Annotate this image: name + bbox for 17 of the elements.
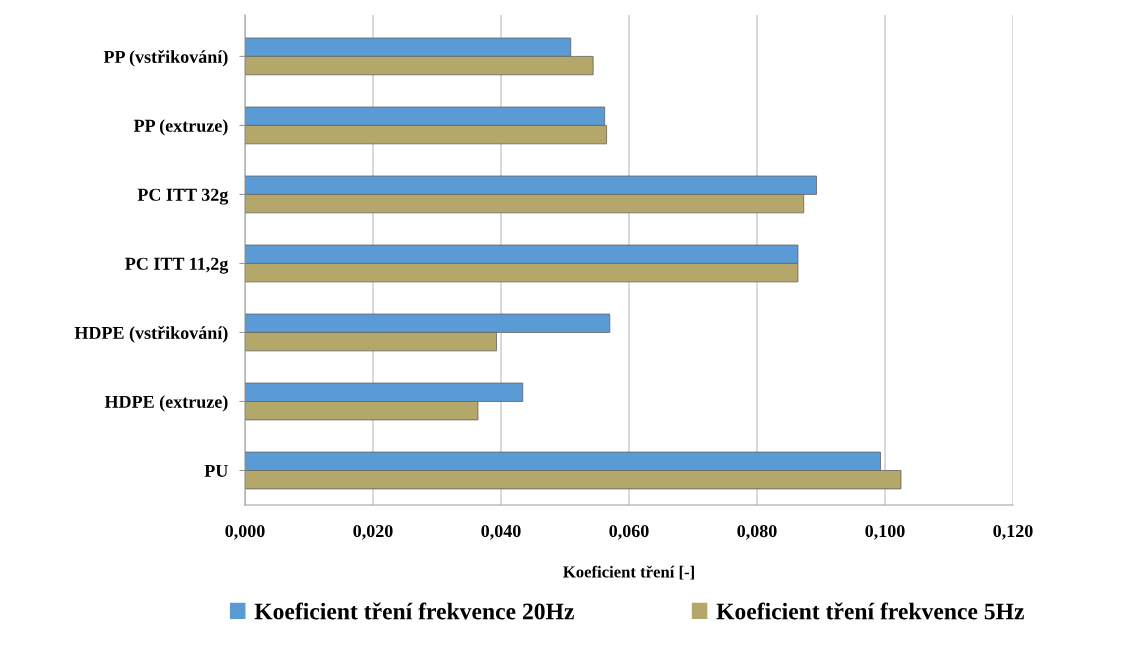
y-tick-label: PP (vstřikování) [103,50,228,67]
x-tick-label: 0,020 [353,524,393,540]
x-tick-label: 0,000 [225,524,265,540]
y-tick-label: PC ITT 32g [137,188,229,205]
legend-label: Koeficient tření frekvence 20Hz [254,602,574,620]
x-tick-label: 0,120 [993,524,1033,540]
x-tick-label: 0,060 [609,524,649,540]
y-tick-label: PC ITT 11,2g [125,257,229,274]
y-tick-label: HDPE (vstřikování) [74,326,228,343]
y-tick-label: PU [204,464,228,477]
y-tick-label: HDPE (extruze) [104,395,228,412]
x-tick-label: 0,080 [737,524,777,540]
legend-label: Koeficient tření frekvence 5Hz [716,602,1024,620]
x-tick-label: 0,040 [481,524,521,540]
x-axis-title: Koeficient tření [-] [563,565,694,580]
y-tick-label: PP (extruze) [133,119,228,136]
x-tick-label: 0,100 [865,524,905,540]
